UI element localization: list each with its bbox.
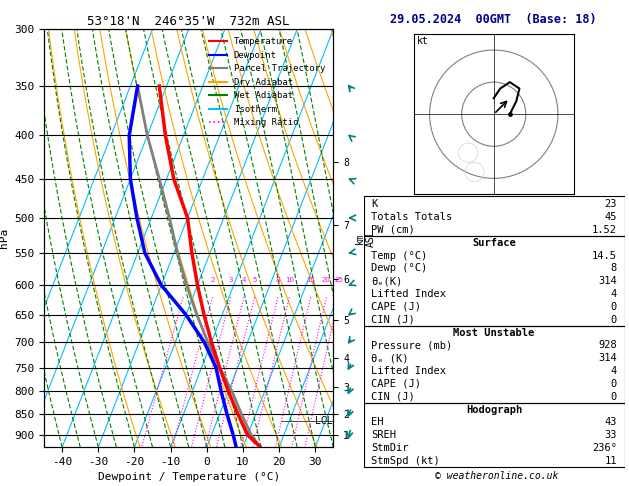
Text: EH: EH — [371, 417, 384, 427]
Text: Pressure (mb): Pressure (mb) — [371, 340, 453, 350]
Text: Temp (°C): Temp (°C) — [371, 250, 428, 260]
Text: Dewp (°C): Dewp (°C) — [371, 263, 428, 273]
Text: PW (cm): PW (cm) — [371, 225, 415, 235]
Text: 0: 0 — [611, 379, 617, 389]
Text: 3: 3 — [228, 277, 233, 283]
Text: 5: 5 — [252, 277, 257, 283]
Text: 1: 1 — [181, 277, 186, 283]
Text: 0: 0 — [611, 392, 617, 402]
Text: 4: 4 — [611, 289, 617, 299]
X-axis label: Dewpoint / Temperature (°C): Dewpoint / Temperature (°C) — [97, 472, 280, 483]
Text: 43: 43 — [604, 417, 617, 427]
Text: SREH: SREH — [371, 430, 396, 440]
Text: 11: 11 — [604, 456, 617, 466]
Text: kt: kt — [417, 35, 428, 46]
Y-axis label: km
ASL: km ASL — [355, 229, 376, 247]
Text: © weatheronline.co.uk: © weatheronline.co.uk — [435, 471, 559, 481]
Text: 4: 4 — [611, 366, 617, 376]
Text: 314: 314 — [598, 276, 617, 286]
Text: Surface: Surface — [472, 238, 516, 248]
Text: 14.5: 14.5 — [592, 250, 617, 260]
Bar — [364, 402, 625, 467]
Text: 23: 23 — [604, 199, 617, 209]
Text: Hodograph: Hodograph — [466, 404, 522, 415]
Text: Most Unstable: Most Unstable — [454, 328, 535, 338]
Text: Totals Totals: Totals Totals — [371, 212, 453, 222]
Text: 0: 0 — [611, 302, 617, 312]
Title: 53°18'N  246°35'W  732m ASL: 53°18'N 246°35'W 732m ASL — [87, 15, 290, 28]
Text: 314: 314 — [598, 353, 617, 363]
Text: 1.52: 1.52 — [592, 225, 617, 235]
Text: Lifted Index: Lifted Index — [371, 289, 447, 299]
Text: 45: 45 — [604, 212, 617, 222]
Text: θₑ(K): θₑ(K) — [371, 276, 403, 286]
Text: CIN (J): CIN (J) — [371, 315, 415, 325]
Text: StmSpd (kt): StmSpd (kt) — [371, 456, 440, 466]
Text: 8: 8 — [611, 263, 617, 273]
Text: 928: 928 — [598, 340, 617, 350]
Text: 4: 4 — [242, 277, 246, 283]
Y-axis label: hPa: hPa — [0, 228, 9, 248]
Text: 236°: 236° — [592, 443, 617, 453]
Text: StmDir: StmDir — [371, 443, 409, 453]
Text: 25: 25 — [335, 277, 343, 283]
Text: 8: 8 — [276, 277, 280, 283]
Bar — [364, 326, 625, 402]
Text: 33: 33 — [604, 430, 617, 440]
Legend: Temperature, Dewpoint, Parcel Trajectory, Dry Adiabat, Wet Adiabat, Isotherm, Mi: Temperature, Dewpoint, Parcel Trajectory… — [205, 34, 329, 131]
Text: 2: 2 — [210, 277, 214, 283]
Text: 20: 20 — [322, 277, 331, 283]
Bar — [364, 236, 625, 326]
Text: CAPE (J): CAPE (J) — [371, 379, 421, 389]
Text: θₑ (K): θₑ (K) — [371, 353, 409, 363]
Text: CIN (J): CIN (J) — [371, 392, 415, 402]
Text: 10: 10 — [285, 277, 294, 283]
Text: 15: 15 — [306, 277, 315, 283]
Bar — [364, 196, 625, 236]
Text: 29.05.2024  00GMT  (Base: 18): 29.05.2024 00GMT (Base: 18) — [391, 13, 597, 26]
Text: K: K — [371, 199, 377, 209]
Text: Lifted Index: Lifted Index — [371, 366, 447, 376]
Text: LCL: LCL — [314, 416, 332, 426]
Text: 0: 0 — [611, 315, 617, 325]
Text: CAPE (J): CAPE (J) — [371, 302, 421, 312]
